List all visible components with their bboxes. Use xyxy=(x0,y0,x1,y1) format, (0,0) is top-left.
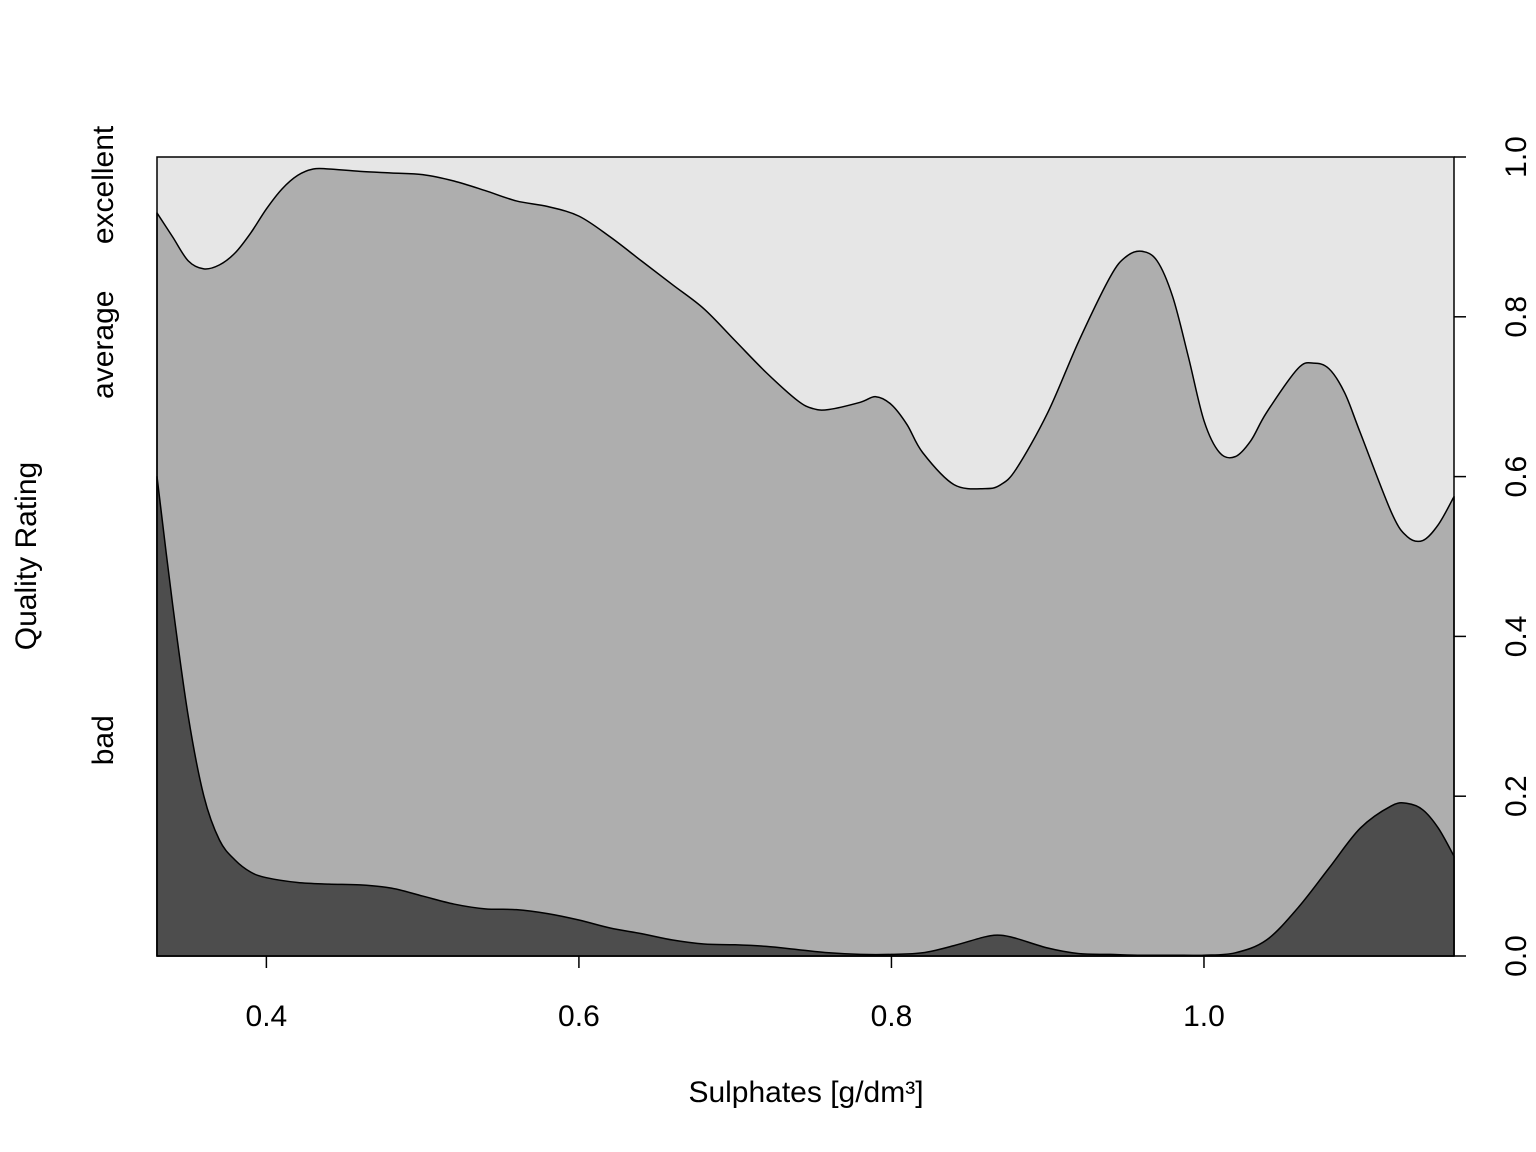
y-axis-label: Quality Rating xyxy=(10,462,43,650)
y-tick-label: 1.0 xyxy=(1500,136,1533,178)
y-tick-label: 0.8 xyxy=(1500,296,1533,338)
category-label-bad: bad xyxy=(87,715,120,765)
y-tick-label: 0.4 xyxy=(1500,616,1533,658)
x-tick-label: 0.4 xyxy=(246,1000,288,1033)
y-tick-label: 0.0 xyxy=(1500,935,1533,977)
category-label-excellent: excellent xyxy=(87,125,120,244)
category-axis-left: bad average excellent xyxy=(87,125,120,765)
x-tick-label: 0.6 xyxy=(558,1000,600,1033)
x-axis-label: Sulphates [g/dm³] xyxy=(688,1076,923,1109)
area-bad xyxy=(156,475,1455,957)
density-areas xyxy=(156,157,1455,957)
y-tick-label: 0.6 xyxy=(1500,456,1533,498)
x-axis: 0.4 0.6 0.8 1.0 xyxy=(246,956,1225,1033)
y-axis-right: 0.0 0.2 0.4 0.6 0.8 1.0 xyxy=(1454,136,1533,977)
x-tick-label: 0.8 xyxy=(871,1000,913,1033)
x-tick-label: 1.0 xyxy=(1183,1000,1225,1033)
category-label-average: average xyxy=(87,291,120,399)
area-average xyxy=(156,167,1455,957)
plot-frame xyxy=(156,156,1455,957)
y-tick-label: 0.2 xyxy=(1500,775,1533,817)
